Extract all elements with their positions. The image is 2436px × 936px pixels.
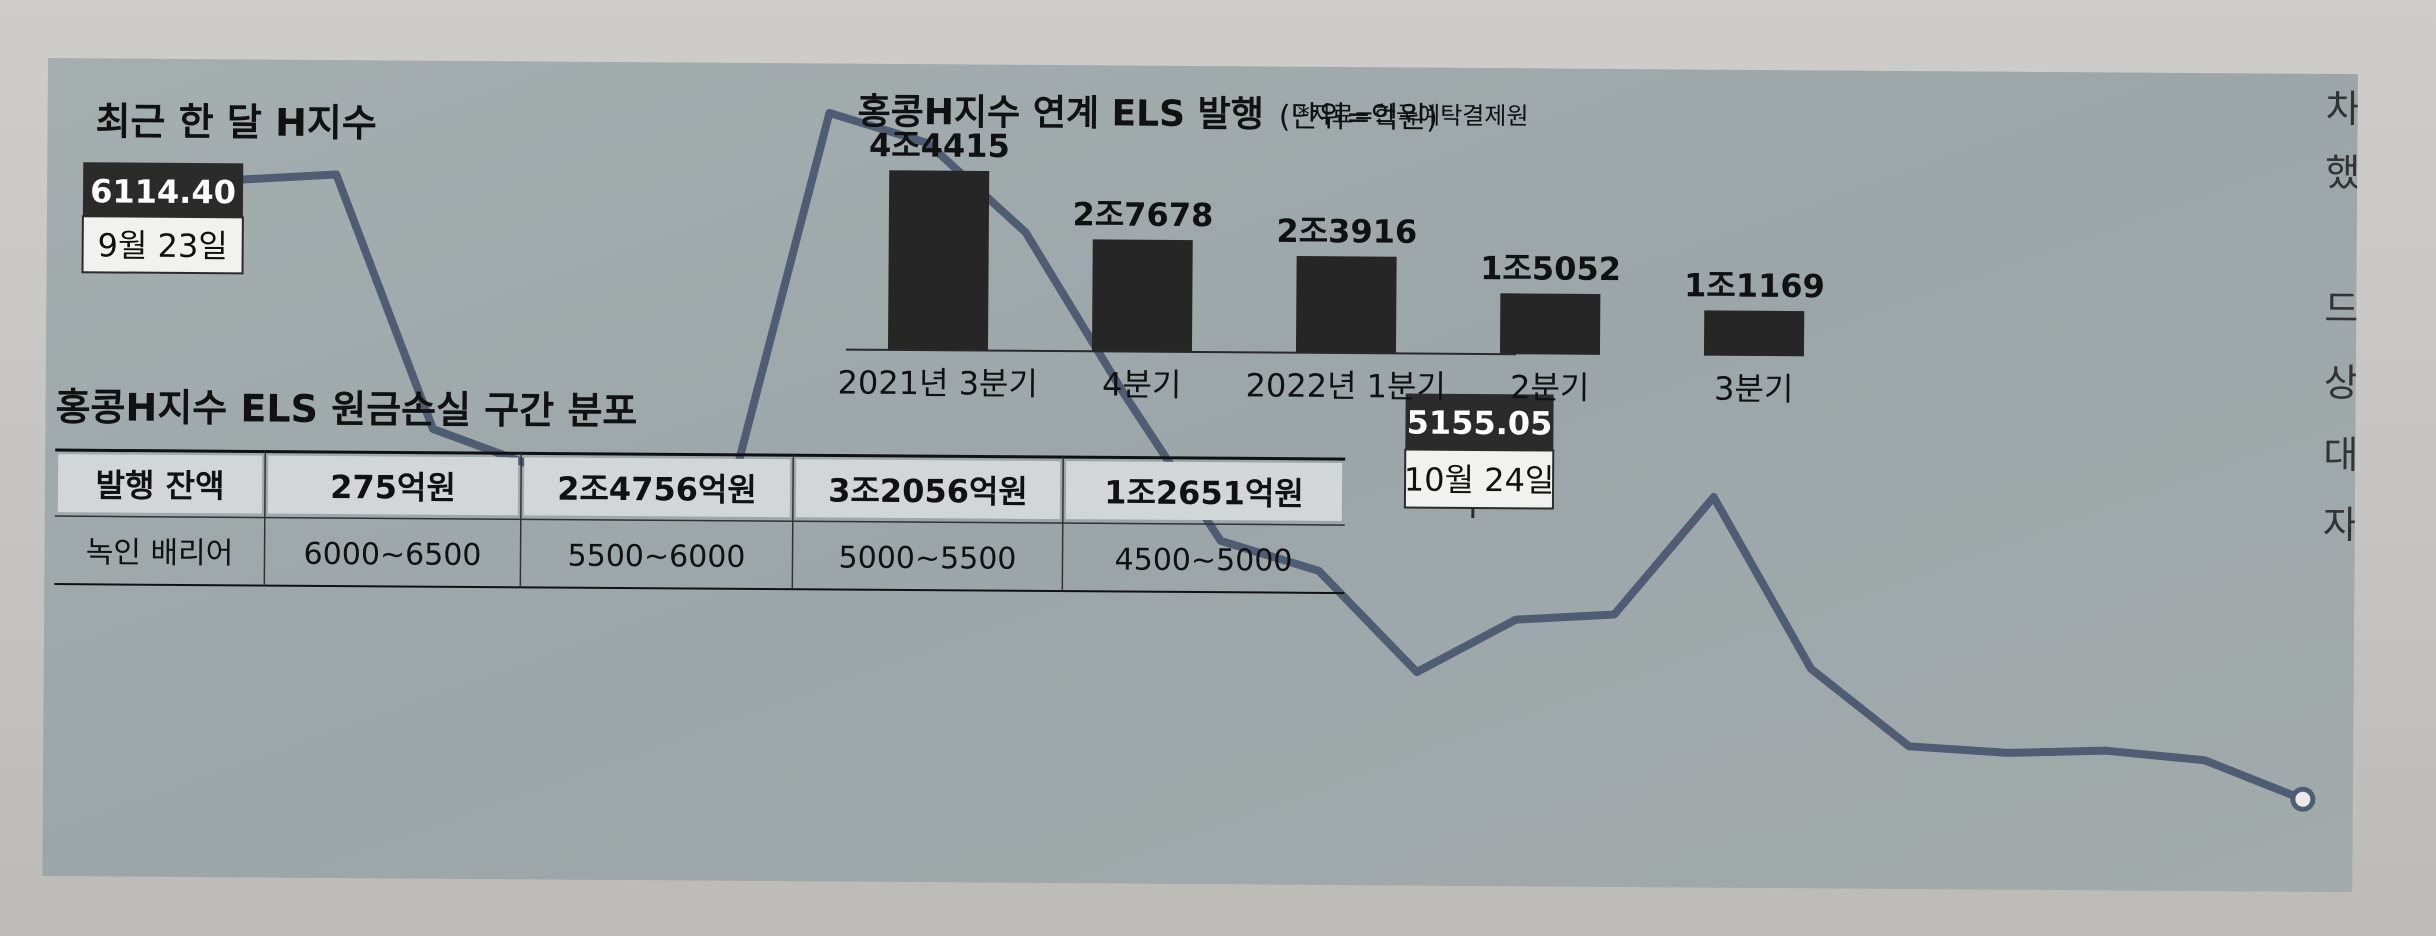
bar-value-label: 1조5052 [1480,249,1621,288]
barrier-cell: 6000~6500 [303,537,481,573]
bar-chart: 4조4415 2021년 3분기 2조7678 4분기 2조3916 2022년 1분기 1… [837,126,1825,408]
bar [1703,310,1805,357]
edge-char: 상 [2324,361,2358,405]
bar-chart-title: 홍콩H지수 연계 ELS 발행 [857,92,1263,136]
edge-char: 차 [2326,87,2358,131]
end-value: 5155.05 [1406,403,1552,442]
barrier-cell: 5500~6000 [567,539,745,575]
balance-cell: 275억원 [330,468,456,507]
table-col-rule [791,455,794,590]
end-date-box [1403,448,1555,510]
table-bottom-rule [54,583,1345,595]
bar-chart-unit: (단위=억원) [1279,100,1438,136]
bar-category-label: 2021년 3분기 [837,364,1038,403]
edge-char: 대 [2323,433,2358,477]
bar [1499,293,1601,355]
edge-char: 드 [2324,287,2358,331]
bar [1295,256,1397,354]
bar-value-label: 1조1169 [1684,266,1825,305]
bar [1091,239,1193,352]
chart-canvas: 최근 한 달 H지수 6114.40 9월 23일 5155.05 10월 24… [54,87,2358,812]
barrier-cell: 4500~5000 [1114,542,1292,578]
end-date: 10월 24일 [1404,460,1555,499]
bar-value-label: 4조4415 [869,126,1010,165]
end-callout: 5155.05 10월 24일 [1403,393,1555,518]
edge-char: 했 [2325,151,2358,195]
table-row-rule [54,515,1345,526]
bar-value-label: 2조3916 [1276,212,1417,251]
bar-category-label: 4분기 [1102,365,1182,404]
start-date-box [81,215,244,275]
start-callout: 6114.40 9월 23일 [81,162,244,275]
row-label-balance: 발행 잔액 [95,466,224,505]
table-col-rule [263,451,267,586]
bar-baseline [845,348,1516,356]
barrier-cell: 5000~5500 [838,541,1016,577]
bar-category-label: 3분기 [1714,370,1794,409]
row-label-barrier: 녹인 배리어 [86,535,234,571]
bar-chart-title-line: 홍콩H지수 연계 ELS 발행 (단위=억원) [857,92,1437,137]
bar [887,170,990,351]
table-header-cell [795,459,1061,520]
table-header-cell [267,455,519,516]
chart-panel: 최근 한 달 H지수 6114.40 9월 23일 5155.05 10월 24… [42,58,2358,893]
end-value-box [1405,393,1554,451]
edge-char: 자 [2323,503,2358,547]
balance-cell: 2조4756억원 [557,470,757,509]
bar-chart-header: 홍콩H지수 연계 ELS 발행 (단위=억원) *자료=한국예탁결제원 [857,92,1529,137]
start-date: 9월 23일 [97,226,227,265]
bar-category-label: 2022년 1분기 [1245,366,1446,405]
balance-cell: 3조2056억원 [828,471,1028,510]
table-header-cell [523,457,791,518]
start-value: 6114.40 [90,172,236,211]
table-top-rule [55,448,1346,461]
bar-category-label: 2분기 [1510,368,1590,407]
balance-cell: 1조2651억원 [1104,473,1304,512]
bar-value-label: 2조7678 [1072,195,1213,234]
table-header-cell [1065,461,1343,522]
table-col-rule [519,453,523,588]
end-point [2290,786,2316,812]
table-col-rule [1061,457,1064,592]
table-title: 홍콩H지수 ELS 원금손실 구간 분포 [55,385,637,433]
table-header-cell [57,454,263,514]
start-value-box [82,162,244,218]
line-chart-title: 최근 한 달 H지수 [95,99,377,145]
bar-chart-source: *자료=한국예탁결제원 [1298,101,1529,131]
